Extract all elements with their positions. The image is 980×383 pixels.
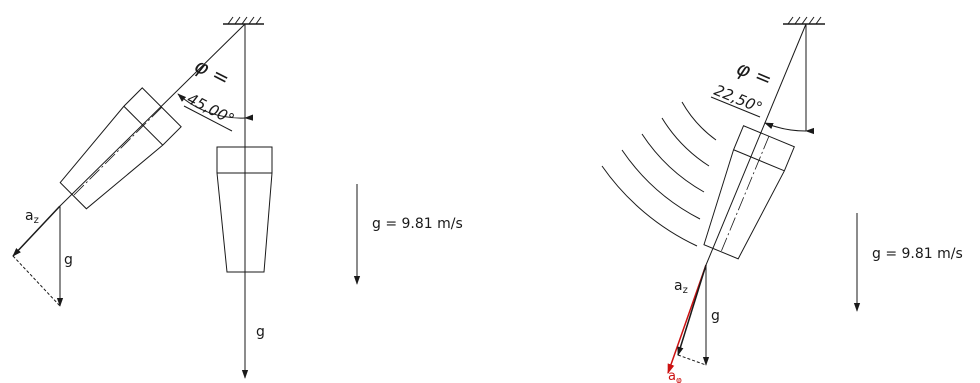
left-ceiling-support bbox=[223, 16, 264, 25]
right-angle-symbol: φ = bbox=[733, 55, 776, 91]
right-aphi-label: aφ bbox=[668, 369, 682, 383]
right-bottle-tilted bbox=[703, 125, 795, 260]
right-deflected-rope bbox=[705, 23, 807, 266]
right-angle-underline bbox=[710, 96, 761, 118]
left-g-component-label: g bbox=[64, 252, 73, 268]
right-pendulum-diagram: φ = 22,50° az g aφ g = 9.81 m/s bbox=[601, 16, 963, 383]
left-deflected-rope bbox=[59, 23, 246, 207]
right-g-component-label: g bbox=[711, 308, 720, 324]
right-ceiling-support bbox=[783, 16, 825, 25]
left-angle-arc bbox=[177, 93, 254, 121]
left-angle-symbol: φ = bbox=[191, 53, 234, 91]
right-az-arrow bbox=[677, 264, 707, 356]
left-pendulum-diagram: φ = 45,00° az g g g = 9.81 m/s bbox=[12, 16, 463, 379]
left-az-label: az bbox=[25, 208, 39, 226]
right-dashed-projection bbox=[677, 354, 707, 366]
right-az-label: az bbox=[674, 278, 688, 296]
left-az-arrow bbox=[12, 205, 61, 257]
left-g-vertical-label: g bbox=[256, 324, 265, 340]
right-angle-arc bbox=[764, 122, 815, 135]
right-gravity-label: g = 9.81 m/s bbox=[872, 246, 963, 262]
left-bottle-tilted bbox=[59, 87, 182, 210]
right-motion-arcs bbox=[601, 101, 717, 247]
left-gravity-label: g = 9.81 m/s bbox=[372, 216, 463, 232]
left-angle-underline bbox=[183, 105, 233, 132]
left-angle-value: 45,00° bbox=[184, 90, 237, 129]
left-dashed-projection bbox=[12, 255, 61, 307]
left-bottle-vertical bbox=[216, 146, 273, 273]
